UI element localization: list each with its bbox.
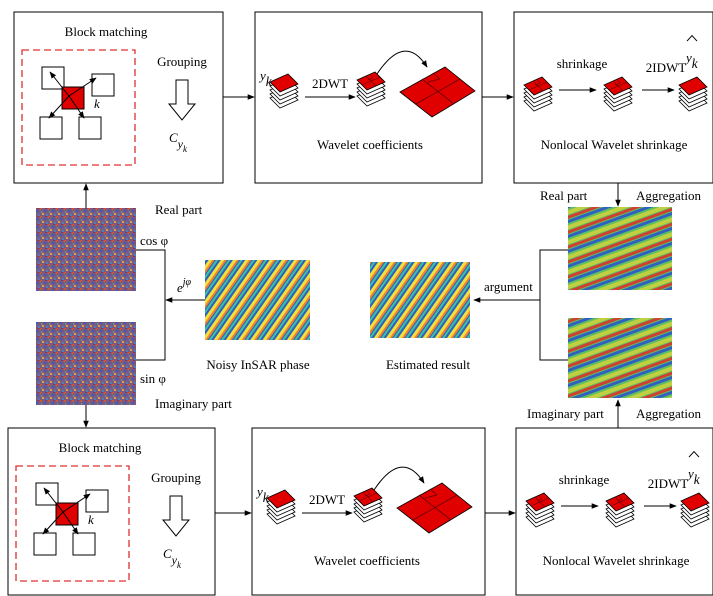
connector	[540, 250, 568, 360]
math-label: ejφ	[177, 277, 192, 295]
label: k	[88, 512, 94, 527]
label: Grouping	[157, 54, 207, 69]
right-real-image	[568, 207, 672, 290]
label: Noisy InSAR phase	[206, 357, 310, 372]
reference-block	[56, 503, 78, 525]
label: shrinkage	[559, 472, 610, 487]
label: 2IDWT	[648, 476, 688, 491]
block	[79, 117, 101, 139]
real-image	[36, 208, 136, 291]
label: Nonlocal Wavelet shrinkage	[541, 137, 688, 152]
right-imag-image	[568, 318, 672, 398]
label: Wavelet coefficients	[317, 137, 423, 152]
label: Grouping	[151, 470, 201, 485]
label: k	[94, 96, 100, 111]
label: Imaginary part	[527, 406, 604, 421]
math-label: cos φ	[140, 233, 168, 248]
block	[92, 74, 114, 96]
sup: jφ	[181, 277, 192, 288]
imag-image	[36, 322, 136, 405]
label: argument	[484, 279, 533, 294]
noisy-image	[205, 260, 310, 340]
diagram: Block matchingkGroupingCykyk2DWTWavelet …	[0, 0, 713, 596]
label: Nonlocal Wavelet shrinkage	[543, 553, 690, 568]
estimated-image	[370, 262, 470, 338]
math-label: sin φ	[140, 371, 166, 386]
label: Block matching	[65, 24, 148, 39]
label: Imaginary part	[155, 396, 232, 411]
label: shrinkage	[557, 56, 608, 71]
label: Wavelet coefficients	[314, 553, 420, 568]
block	[73, 533, 95, 555]
label: Block matching	[59, 440, 142, 455]
block	[40, 117, 62, 139]
label: Aggregation	[636, 406, 701, 421]
block	[34, 533, 56, 555]
middle: Real part cos φ ejφ sin φ Imaginary part…	[36, 183, 701, 428]
label: 2DWT	[312, 76, 348, 91]
label: 2DWT	[309, 492, 345, 507]
label: Real part	[540, 188, 588, 203]
label: 2IDWT	[646, 60, 686, 75]
connector	[136, 250, 165, 360]
label: Real part	[155, 202, 203, 217]
reference-block	[62, 87, 84, 109]
base: C	[163, 546, 172, 561]
block	[86, 490, 108, 512]
base: C	[169, 130, 178, 145]
label: Aggregation	[636, 188, 701, 203]
label: Estimated result	[386, 357, 471, 372]
